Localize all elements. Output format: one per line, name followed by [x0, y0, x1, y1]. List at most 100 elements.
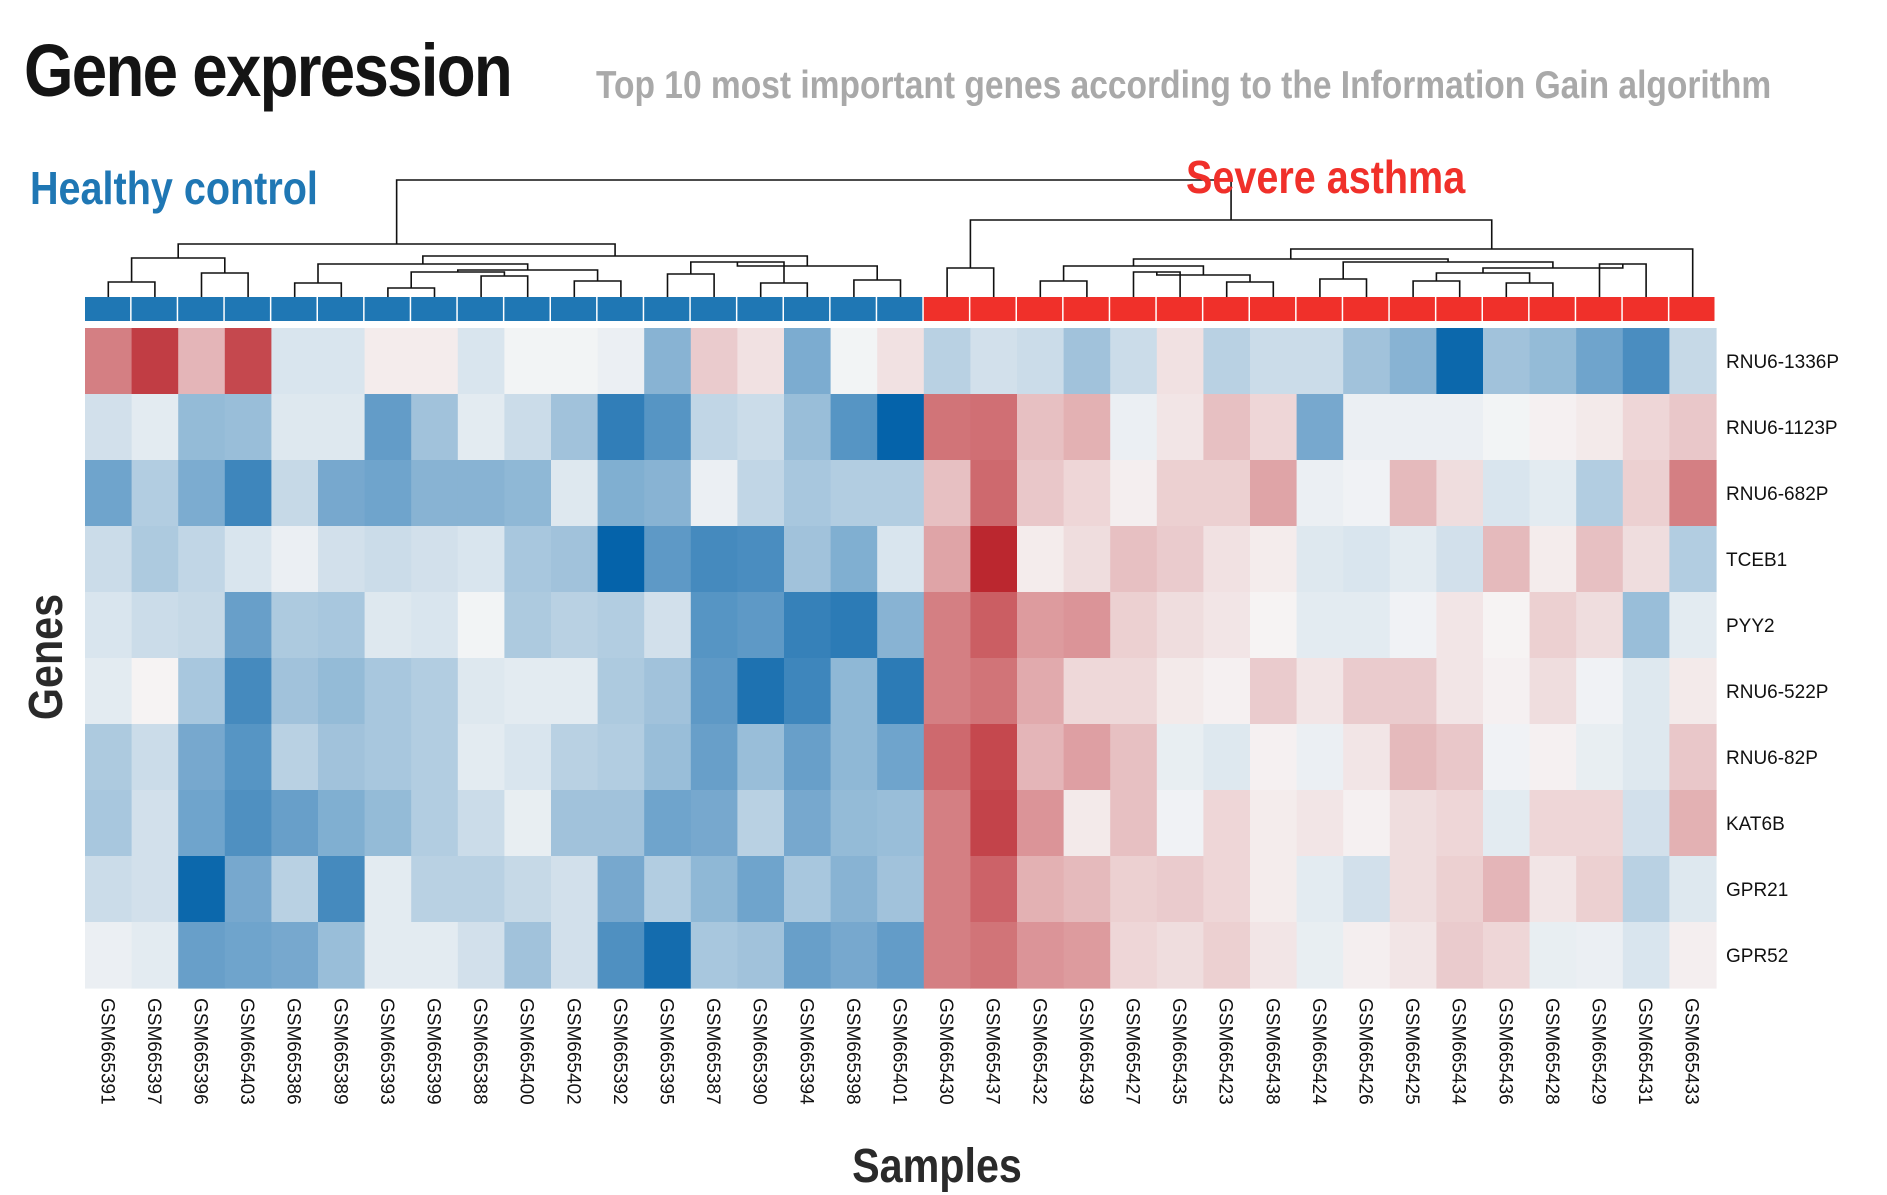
heatmap-cell: [1669, 460, 1717, 527]
heatmap-cell: [1110, 658, 1158, 725]
heatmap-cell: [597, 922, 645, 989]
heatmap-cell: [1483, 328, 1531, 395]
sample-label: GSM665395: [656, 998, 677, 1105]
heatmap-cell: [318, 526, 366, 593]
dendrogram: [107, 179, 1694, 297]
heatmap-cell: [923, 724, 971, 791]
heatmap-cell: [1343, 790, 1391, 857]
heatmap-cell: [1296, 328, 1344, 395]
dendrogram-link: [969, 219, 1493, 268]
heatmap-cell: [644, 724, 692, 791]
heatmap-cell: [318, 460, 366, 527]
heatmap-cell: [1156, 922, 1204, 989]
heatmap-cell: [131, 328, 179, 395]
heatmap-cell: [131, 724, 179, 791]
heatmap-cell: [644, 658, 692, 725]
heatmap-cell: [1250, 856, 1298, 923]
heatmap-cell: [504, 592, 552, 659]
heatmap-cell: [1017, 856, 1065, 923]
sample-label: GSM665432: [1028, 998, 1049, 1105]
heatmap-cell: [1156, 328, 1204, 395]
heatmap-cell: [1250, 592, 1298, 659]
heatmap-cell: [85, 856, 133, 923]
heatmap-cell: [597, 592, 645, 659]
heatmap-cell: [737, 658, 785, 725]
group-bar-segment: [1483, 297, 1529, 321]
heatmap-cell: [457, 856, 505, 923]
sample-label: GSM665431: [1634, 998, 1655, 1105]
dendrogram-link: [200, 272, 249, 297]
heatmap-cell: [1389, 724, 1437, 791]
heatmap-cell: [737, 724, 785, 791]
heatmap-cell: [411, 592, 459, 659]
sample-label: GSM665393: [376, 998, 397, 1105]
heatmap-cell: [85, 460, 133, 527]
sample-label: GSM665424: [1308, 998, 1329, 1105]
sample-label: GSM665388: [469, 998, 490, 1105]
heatmap-cell: [1529, 592, 1577, 659]
heatmap-cell: [597, 460, 645, 527]
heatmap-cell: [224, 394, 272, 461]
heatmap-cell: [1063, 460, 1111, 527]
heatmap-cell: [1203, 328, 1251, 395]
heatmap-cell: [1576, 790, 1624, 857]
heatmap-cell: [970, 592, 1018, 659]
heatmap-cell: [411, 856, 459, 923]
heatmap-cell: [551, 394, 599, 461]
heatmap-cell: [131, 658, 179, 725]
heatmap-cell: [364, 460, 412, 527]
heatmap-cell: [1063, 328, 1111, 395]
heatmap-cell: [457, 394, 505, 461]
sample-label: GSM665389: [329, 998, 350, 1105]
heatmap-cell: [1576, 856, 1624, 923]
heatmap-cell: [1529, 922, 1577, 989]
heatmap-cell: [1110, 526, 1158, 593]
heatmap-cell: [1296, 790, 1344, 857]
sample-label: GSM665399: [423, 998, 444, 1105]
dendrogram-link: [1505, 282, 1554, 297]
heatmap-cell: [784, 394, 832, 461]
heatmap-cell: [1203, 394, 1251, 461]
sample-label: GSM665396: [190, 998, 211, 1105]
dendrogram-link: [759, 282, 809, 297]
heatmap-cell: [784, 922, 832, 989]
heatmap-cell: [271, 592, 319, 659]
group-label-healthy: Healthy control: [30, 163, 318, 214]
heatmap-cell: [784, 856, 832, 923]
heatmap-cell: [1203, 658, 1251, 725]
heatmap-cell: [1436, 592, 1484, 659]
heatmap-cell: [131, 526, 179, 593]
group-bar-segment: [271, 297, 317, 321]
heatmap-cell: [411, 394, 459, 461]
heatmap-cell: [1017, 724, 1065, 791]
heatmap-cell: [597, 394, 645, 461]
heatmap-cell: [970, 790, 1018, 857]
heatmap-cell: [178, 922, 226, 989]
sample-label: GSM665434: [1448, 998, 1469, 1105]
heatmap-cell: [131, 394, 179, 461]
heatmap-cell: [1017, 658, 1065, 725]
heatmap-cell: [1343, 724, 1391, 791]
heatmap-cell: [970, 856, 1018, 923]
dendrogram-link: [1319, 278, 1368, 297]
heatmap-cell: [1343, 328, 1391, 395]
heatmap-cells: [85, 328, 1717, 989]
heatmap-cell: [457, 328, 505, 395]
heatmap-cell: [364, 658, 412, 725]
heatmap-cell: [1529, 658, 1577, 725]
heatmap-cell: [1483, 658, 1531, 725]
heatmap-cell: [551, 856, 599, 923]
heatmap-cell: [1063, 922, 1111, 989]
heatmap-cell: [970, 328, 1018, 395]
heatmap-cell: [178, 856, 226, 923]
group-bar-segment: [877, 297, 923, 321]
heatmap-cell: [411, 658, 459, 725]
heatmap-cell: [1529, 394, 1577, 461]
heatmap-cell: [1483, 526, 1531, 593]
heatmap-cell: [1576, 460, 1624, 527]
heatmap-cell: [411, 724, 459, 791]
heatmap-cell: [1436, 790, 1484, 857]
heatmap-cell: [1576, 328, 1624, 395]
heatmap-cell: [877, 460, 925, 527]
heatmap-cell: [224, 790, 272, 857]
